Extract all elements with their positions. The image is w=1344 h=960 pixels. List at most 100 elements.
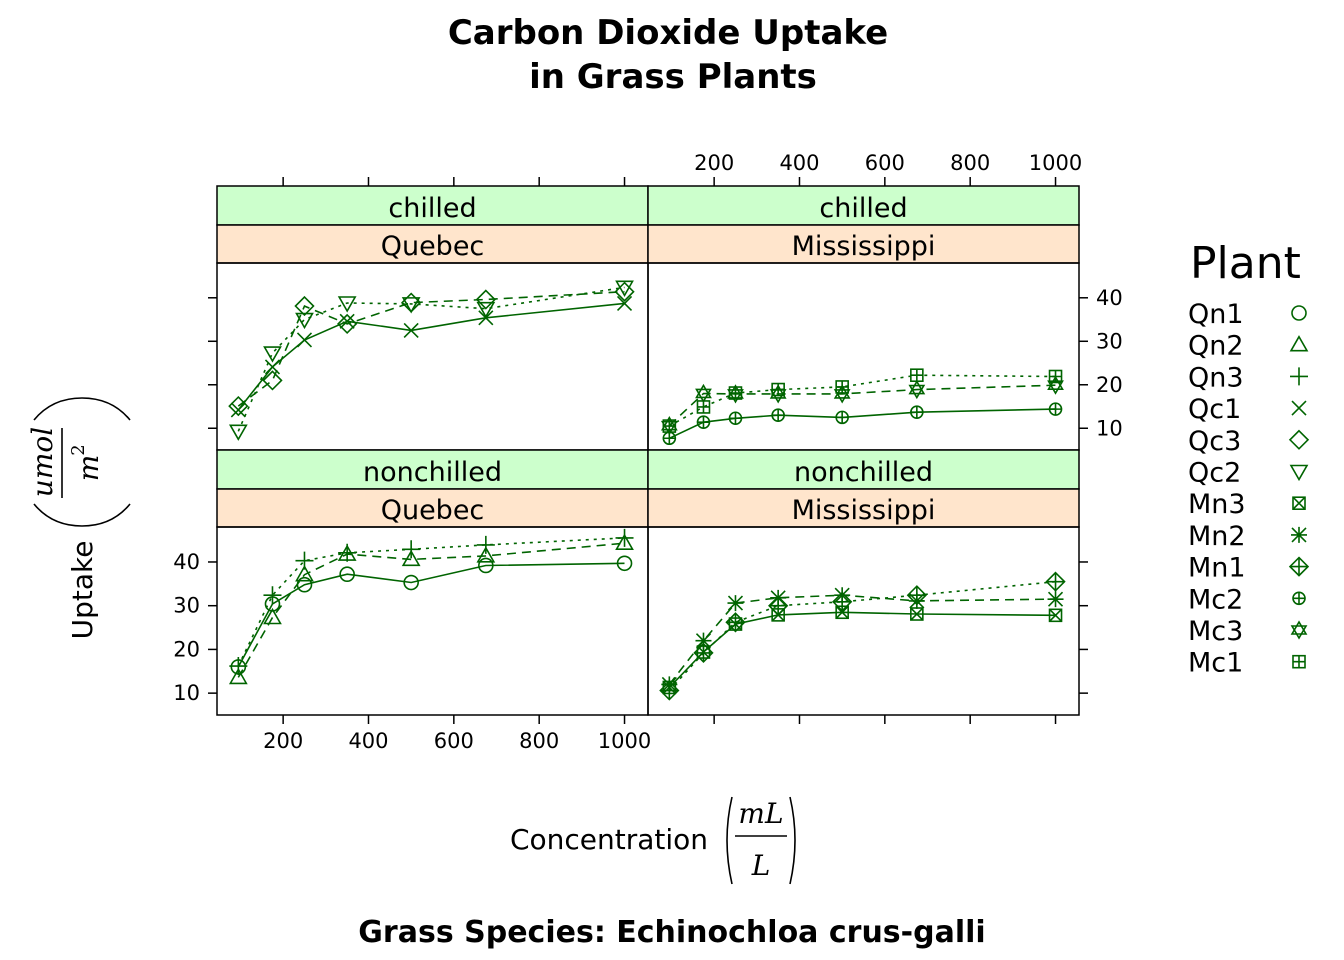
series-line-Qn2 — [237, 542, 625, 678]
chart-title-line-2: in Grass Plants — [529, 57, 817, 97]
y-tick-label: 20 — [173, 637, 200, 661]
data-point-Qn3 — [263, 586, 282, 605]
data-point-Qc3 — [337, 313, 358, 335]
data-point-Qc2 — [263, 346, 282, 363]
data-point-Mc1 — [662, 419, 677, 433]
legend-label: Mc2 — [1188, 584, 1243, 615]
strip-type-chilled-quebec — [216, 224, 649, 264]
series-line-Qc1 — [237, 302, 625, 411]
strip-treatment-nonchilled-mississippi — [647, 449, 1080, 490]
data-point-Mn1 — [1045, 571, 1066, 592]
legend-entry-Mn1: Mn1 — [1188, 553, 1310, 584]
y-axis-label-units-den: m — [72, 455, 105, 482]
strip-treatment-nonchilled-quebec — [216, 449, 649, 490]
series-line-Mc1 — [668, 374, 1056, 427]
panel-frame-nonchilled-quebec — [216, 526, 649, 716]
data-point-Mc1 — [696, 400, 711, 414]
strip-type-label: Mississippi — [792, 231, 936, 262]
legend-entry-Qn2: Qn2 — [1188, 331, 1309, 362]
series-Mn2 — [661, 587, 1064, 693]
data-point-Mc2 — [771, 408, 785, 423]
legend-symbol-Mc2 — [1292, 591, 1306, 606]
data-point-Mc1 — [910, 368, 924, 383]
series-line-Mc2 — [668, 408, 1056, 440]
legend-label: Qc1 — [1188, 394, 1241, 425]
x-axis-label-units-num: mL — [738, 797, 783, 830]
series-Mc2 — [662, 402, 1063, 446]
strip-treatment-label: chilled — [819, 193, 907, 224]
data-point-Qc1 — [403, 322, 419, 338]
chart-title-line-1: Carbon Dioxide Uptake — [448, 13, 888, 53]
legend-label: Qn3 — [1188, 362, 1244, 393]
y-axis-label-paren-right — [33, 397, 131, 421]
axes-layer: 200 400 600 800 1000 200 400 600 800 1000 10 20 30 40… — [173, 151, 1122, 753]
x-tick-label: 1000 — [598, 729, 651, 753]
data-point-Mn1 — [906, 585, 927, 606]
strip-treatment-label: chilled — [388, 193, 476, 224]
legend-label: Mc3 — [1188, 616, 1243, 647]
data-point-Qn2 — [476, 546, 496, 563]
data-point-Mc1 — [1048, 369, 1063, 384]
panels-layer: chilledQuebecchilledMississippinonchille… — [216, 185, 1080, 716]
legend-symbol-Qc1 — [1291, 400, 1307, 416]
legend-entry-Mn2: Mn2 — [1188, 521, 1307, 552]
legend-title: Plant — [1190, 238, 1301, 289]
legend-symbol-Mc1 — [1292, 654, 1306, 669]
data-point-Mc3 — [695, 383, 712, 404]
legend-symbol-Mn2 — [1291, 526, 1307, 543]
legend: Plant Qn1Qn2Qn3Qc1Qc3Qc2Mn3Mn2Mn1Mc2Mc3M… — [1188, 238, 1310, 679]
legend-label: Qc2 — [1188, 458, 1241, 489]
legend-label: Mc1 — [1188, 648, 1243, 679]
data-point-Mn3 — [1048, 608, 1063, 623]
panel-frame-chilled-quebec — [216, 262, 649, 451]
y-tick-label: 40 — [1096, 286, 1123, 310]
legend-entry-Qc3: Qc3 — [1188, 426, 1310, 457]
chart-subtitle: Grass Species: Echinochloa crus-galli — [358, 915, 985, 950]
legend-entry-Mc1: Mc1 — [1188, 648, 1306, 679]
data-point-Mn2 — [727, 595, 744, 612]
y-tick-label: 20 — [1096, 373, 1123, 397]
series-line-Qn3 — [237, 537, 625, 667]
data-point-Qn1 — [403, 574, 419, 591]
data-point-Mc1 — [728, 386, 743, 400]
legend-entry-Mc2: Mc2 — [1188, 584, 1306, 615]
data-point-Qn2 — [295, 565, 314, 582]
legend-label: Qn1 — [1188, 299, 1244, 330]
data-point-Qc2 — [337, 296, 357, 313]
series-line-Mn1 — [668, 580, 1056, 692]
data-point-Mn1 — [659, 680, 680, 701]
data-point-Mn2 — [695, 632, 712, 649]
x-tick-label: 200 — [694, 151, 734, 175]
data-point-Mn1 — [725, 612, 746, 633]
strip-type-label: Quebec — [381, 495, 485, 526]
data-point-Mn1 — [693, 642, 714, 664]
data-point-Qc1 — [616, 295, 633, 312]
data-point-Qc3 — [294, 295, 315, 317]
data-point-Qc1 — [230, 402, 246, 418]
y-axis-label-paren-left — [33, 503, 131, 527]
data-point-Mc2 — [910, 405, 924, 419]
strip-type-nonchilled-quebec — [216, 488, 649, 528]
series-Mn3 — [662, 605, 1063, 695]
data-point-Mc2 — [728, 411, 743, 426]
x-tick-label: 600 — [434, 729, 474, 753]
strip-type-label: Mississippi — [792, 495, 936, 526]
panel-frame-chilled-mississippi — [647, 262, 1080, 451]
series-Qc2 — [228, 280, 634, 441]
data-point-Mn1 — [832, 591, 853, 612]
legend-entry-Qn3: Qn3 — [1188, 362, 1308, 393]
series-Mc3 — [660, 375, 1064, 436]
data-point-Mc1 — [835, 380, 849, 394]
data-point-Mc2 — [1048, 402, 1063, 416]
legend-symbol-Qn1 — [1291, 305, 1307, 321]
x-axis-label-paren-left — [726, 796, 733, 885]
legend-symbol-Qc2 — [1289, 464, 1309, 482]
data-point-Qn3 — [476, 535, 495, 554]
y-tick-label: 30 — [1096, 329, 1123, 353]
legend-symbol-Mc3 — [1290, 620, 1308, 640]
data-point-Qn2 — [615, 533, 634, 550]
strip-type-nonchilled-mississippi — [647, 488, 1080, 528]
x-tick-label: 600 — [865, 151, 905, 175]
panel-frame-nonchilled-mississippi — [647, 526, 1080, 716]
panel-nonchilled-mississippi: nonchilled Mississippi — [647, 449, 1080, 716]
